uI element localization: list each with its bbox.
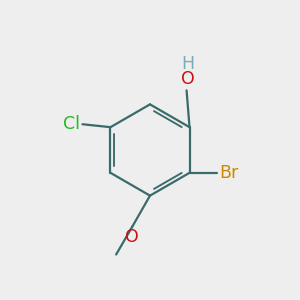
Text: O: O — [181, 70, 195, 88]
Text: H: H — [182, 55, 195, 73]
Text: Br: Br — [219, 164, 238, 182]
Text: O: O — [125, 228, 139, 246]
Text: Cl: Cl — [63, 115, 80, 133]
